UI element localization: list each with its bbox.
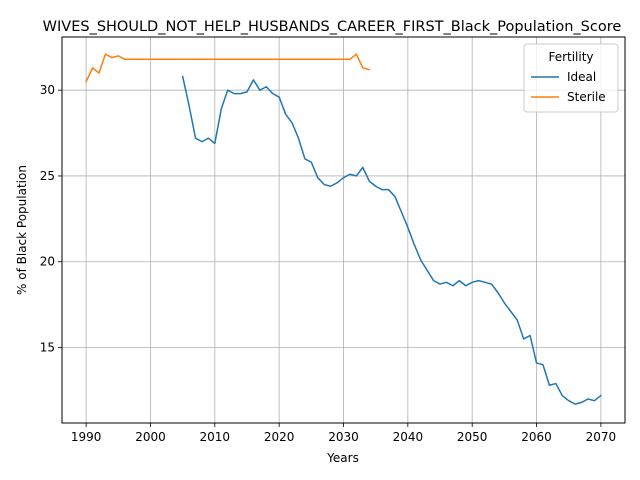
y-tick-label: 25 — [40, 169, 55, 183]
x-axis-ticks: 1990 2000 2010 2020 2030 2040 2050 2060 2070 — [71, 423, 616, 444]
chart-title: WIVES_SHOULD_NOT_HELP_HUSBANDS_CAREER_FI… — [43, 19, 622, 35]
x-tick-label: 1990 — [71, 430, 102, 444]
y-tick-label: 15 — [40, 341, 55, 355]
x-tick-label: 2030 — [328, 430, 359, 444]
x-tick-label: 2020 — [264, 430, 295, 444]
y-tick-label: 30 — [40, 83, 55, 97]
x-tick-label: 2040 — [393, 430, 424, 444]
x-tick-label: 2010 — [200, 430, 231, 444]
x-tick-label: 2000 — [135, 430, 166, 444]
y-axis-ticks: 15 20 25 30 — [40, 83, 62, 355]
legend: Fertility Ideal Sterile — [523, 43, 619, 113]
legend-label-sterile: Sterile — [567, 90, 606, 104]
y-axis-label: % of Black Population — [15, 165, 29, 295]
legend-box — [523, 43, 619, 113]
y-tick-label: 20 — [40, 255, 55, 269]
series-line-sterile — [85, 53, 371, 83]
legend-label-ideal: Ideal — [567, 70, 596, 84]
x-tick-label: 2070 — [586, 430, 617, 444]
x-axis-label: Years — [326, 451, 359, 465]
series-line-ideal — [181, 75, 602, 405]
series-lines — [85, 53, 602, 405]
x-tick-label: 2050 — [457, 430, 488, 444]
legend-title: Fertility — [548, 50, 593, 64]
x-tick-label: 2060 — [521, 430, 552, 444]
